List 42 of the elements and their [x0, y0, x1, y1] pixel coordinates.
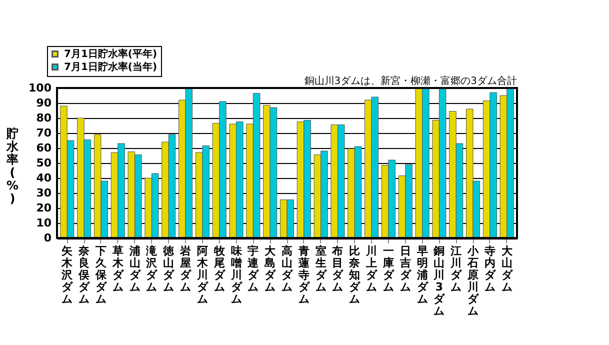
x-tick-label: 小石原川ダム — [466, 244, 480, 318]
x-tick-label: 宇連ダム — [246, 244, 260, 294]
x-tick-label: 高山ダム — [282, 244, 294, 294]
legend-label: 7月1日貯水率(平年) — [64, 48, 158, 60]
x-tick-label: 矢木沢ダム — [60, 244, 74, 306]
x-tick-label: 早明浦ダム — [416, 244, 429, 306]
x-tick-label: 比奈知ダム — [348, 244, 362, 306]
x-tick-label: 下久保ダム — [94, 244, 108, 306]
text: 銅山川3ダムは、新宮・柳瀬・富郷の3ダム合計 — [304, 75, 517, 87]
y-tick-label: 50 — [36, 156, 52, 170]
y-tick-label: 90 — [36, 96, 52, 110]
x-tick-label: 室生ダム — [314, 244, 328, 294]
x-tick-label: 布目ダム — [331, 244, 344, 294]
x-tick-label: 岩屋ダム — [179, 244, 192, 294]
x-tick-label: 大山ダム — [501, 244, 514, 294]
y-tick-label: 10 — [36, 216, 52, 230]
x-tick-label: 徳山ダム — [162, 244, 176, 294]
y-tick-label: 30 — [36, 186, 52, 200]
x-tick-label: 滝沢ダム — [145, 244, 158, 294]
y-tick-label: 20 — [36, 202, 52, 214]
x-tick-label: 一庫ダム — [382, 244, 395, 294]
y-tick-label: 0 — [44, 232, 52, 244]
x-tick-label: 阿木川ダム — [196, 244, 209, 306]
x-tick-label: 寺内ダム — [483, 244, 496, 294]
x-tick-label: 川上ダム — [365, 244, 378, 294]
y-axis-title: 貯水率(%) — [6, 126, 20, 206]
legend-label: 7月1日貯水率(当年) — [64, 61, 158, 73]
x-tick-label: 浦山ダム — [128, 244, 142, 294]
x-tick-label: 奈良俣ダム — [78, 244, 91, 306]
y-tick-label: 70 — [36, 126, 52, 140]
x-tick-label: 大島ダム — [264, 244, 277, 294]
y-tick-label: 100 — [28, 82, 52, 94]
y-tick-label: 60 — [36, 142, 52, 154]
x-tick-label: 味噌川ダム — [230, 244, 243, 306]
x-tick-label: 江川ダム — [450, 244, 463, 294]
x-tick-label: 草木ダム — [111, 244, 124, 294]
y-tick-label: 80 — [36, 112, 52, 124]
x-tick-label: 銅山川3ダム — [432, 244, 446, 318]
x-tick-label: 牧尾ダム — [212, 244, 226, 294]
x-tick-label: 日吉ダム — [398, 244, 412, 294]
x-tick-label: 青蓮寺ダム — [297, 244, 310, 306]
y-tick-label: 40 — [36, 172, 52, 184]
